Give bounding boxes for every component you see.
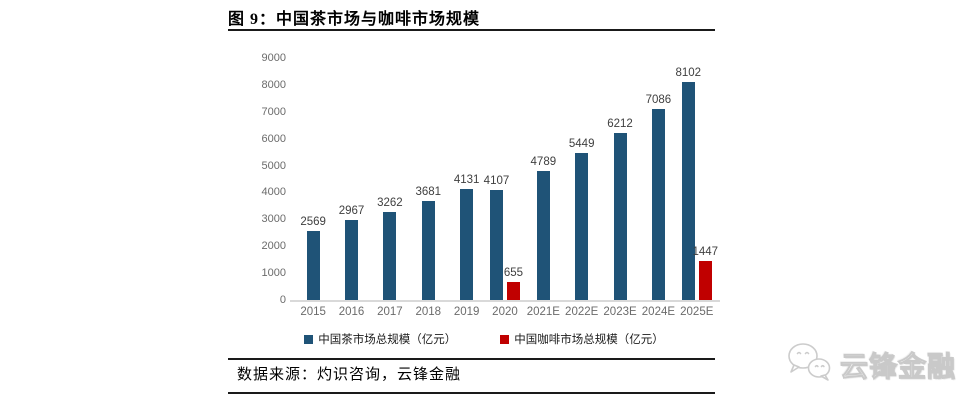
coffee-value-label: 655 (503, 267, 524, 280)
y-tick-6000: 6000 (261, 132, 286, 145)
tea-value-label: 4131 (453, 173, 480, 186)
y-tick-2000: 2000 (261, 240, 286, 253)
x-tick-2017: 2017 (377, 306, 403, 318)
y-tick-9000: 9000 (261, 52, 286, 64)
bar-chart: 0 1000 2000 3000 4000 5000 6000 7000 8000 9000 25… (252, 52, 720, 318)
y-axis: 0 1000 2000 3000 4000 5000 6000 7000 8000 9000 (252, 52, 286, 306)
tea-bar-wrap: 7086 (646, 94, 671, 300)
coffee-bar-wrap: 1447 (692, 246, 718, 300)
tea-value-label: 8102 (675, 67, 702, 80)
tea-bar-wrap: 6212 (607, 118, 633, 300)
bar-group-2016: 2967 2016 (332, 58, 370, 318)
tea-bar-wrap: 2569 (300, 216, 326, 300)
y-tick-3000: 3000 (261, 213, 286, 226)
tea-bar (651, 109, 665, 300)
tea-value-label: 7086 (645, 94, 672, 107)
bar-group-2025E: 8102 1447 2025E (675, 58, 718, 318)
tea-bar-wrap: 8102 (675, 67, 701, 300)
coffee-value-label: 1447 (692, 246, 719, 259)
tea-bar (489, 189, 503, 300)
tea-bar-wrap: 4131 (454, 174, 479, 300)
tea-bar (681, 82, 695, 300)
tea-value-label: 6212 (607, 117, 633, 130)
x-tick-2025E: 2025E (680, 306, 714, 318)
tea-bar-wrap: 4107 (484, 175, 509, 300)
source-rule-bottom (228, 392, 715, 394)
wechat-logo-icon (786, 341, 834, 388)
y-tick-8000: 8000 (261, 78, 286, 91)
tea-bar (421, 201, 435, 300)
x-tick-2015: 2015 (300, 306, 326, 318)
tea-bar-wrap: 4789 (531, 156, 556, 300)
tea-bar (460, 188, 474, 300)
tea-value-label: 2569 (300, 215, 326, 228)
y-tick-1000: 1000 (261, 267, 286, 280)
source-text: 数据来源：灼识咨询，云锋金融 (237, 367, 462, 383)
bar-group-2022E: 5449 2022E (563, 58, 601, 318)
tea-bar-wrap: 3681 (415, 186, 441, 300)
tea-bar (613, 132, 627, 300)
y-tick-5000: 5000 (261, 159, 286, 172)
coffee-bar (698, 261, 712, 300)
tea-value-label: 5449 (568, 138, 595, 151)
tea-bar-wrap: 2967 (339, 205, 364, 300)
x-tick-2018: 2018 (415, 306, 442, 318)
bar-group-2020: 4107 655 2020 (484, 58, 524, 318)
legend-label-coffee: 中国咖啡市场总规模（亿元） (514, 334, 664, 346)
x-tick-2020: 2020 (492, 306, 518, 318)
x-tick-2022E: 2022E (565, 306, 599, 318)
y-tick-0: 0 (279, 294, 286, 306)
y-tick-7000: 7000 (261, 105, 286, 118)
coffee-bar (506, 282, 520, 300)
plot-area: 2569 2015 2967 2016 3262 2017 3681 2018 4131 2019… (294, 58, 718, 318)
watermark: 云锋金融 (786, 341, 956, 388)
x-tick-2023E: 2023E (603, 306, 637, 318)
bar-group-2024E: 7086 2024E (639, 58, 677, 318)
x-tick-2024E: 2024E (641, 306, 676, 318)
bar-group-2023E: 6212 2023E (601, 58, 639, 318)
chart-legend: 中国茶市场总规模（亿元） 中国咖啡市场总规模（亿元） (252, 331, 716, 347)
tea-value-label: 3681 (415, 186, 442, 199)
tea-value-label: 3262 (377, 197, 403, 210)
legend-item-tea: 中国茶市场总规模（亿元） (304, 331, 456, 347)
x-tick-2016: 2016 (338, 306, 365, 318)
bar-group-2015: 2569 2015 (294, 58, 332, 318)
x-tick-2019: 2019 (453, 306, 480, 318)
watermark-text: 云锋金融 (839, 351, 957, 383)
x-tick-2021E: 2021E (526, 306, 560, 318)
legend-label-tea: 中国茶市场总规模（亿元） (318, 334, 457, 346)
bar-group-2018: 3681 2018 (409, 58, 447, 318)
x-axis-line (290, 300, 720, 302)
tea-bar (575, 153, 589, 300)
bar-group-2019: 4131 2019 (447, 58, 485, 318)
tea-value-label: 4789 (530, 156, 557, 169)
bar-group-2021E: 4789 2021E (524, 58, 562, 318)
tea-bar (345, 220, 359, 300)
source-rule-top (228, 358, 715, 360)
legend-swatch-coffee (500, 334, 510, 344)
legend-item-coffee: 中国咖啡市场总规模（亿元） (500, 331, 664, 347)
bar-group-2017: 3262 2017 (371, 58, 409, 318)
tea-bar-wrap: 5449 (569, 138, 594, 300)
figure-title: 图 9：中国茶市场与咖啡市场规模 (228, 11, 481, 28)
tea-value-label: 4107 (483, 174, 510, 187)
title-underline (228, 29, 715, 31)
y-tick-4000: 4000 (261, 186, 286, 199)
tea-bar (306, 230, 320, 300)
tea-value-label: 2967 (338, 205, 365, 218)
tea-bar (383, 212, 397, 300)
tea-bar (536, 171, 550, 300)
tea-bar-wrap: 3262 (377, 197, 403, 300)
legend-swatch-tea (304, 334, 314, 344)
coffee-bar-wrap: 655 (504, 267, 523, 300)
